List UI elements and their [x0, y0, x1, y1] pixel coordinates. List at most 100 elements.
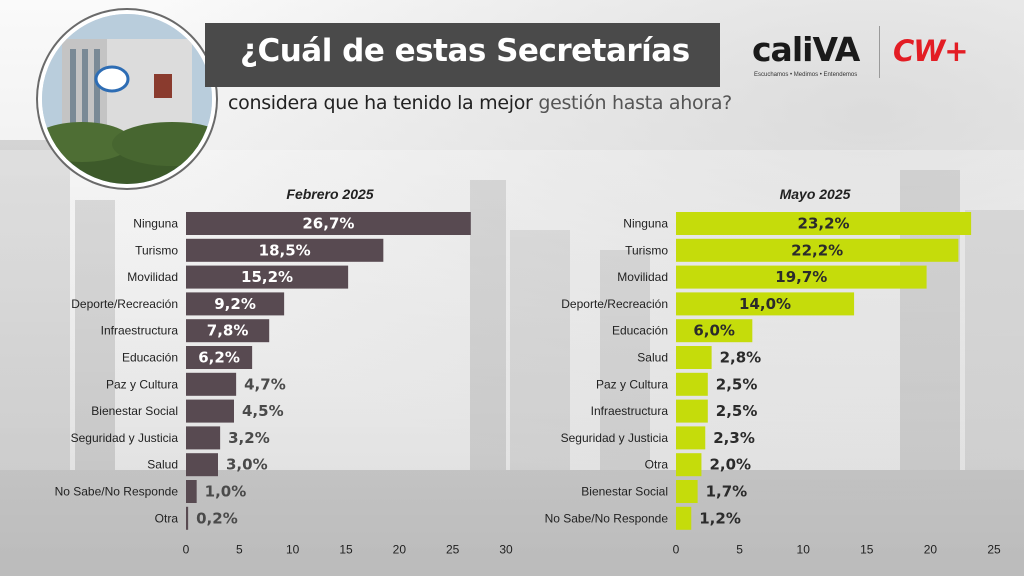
- may-value-label-11: 1,2%: [699, 509, 741, 527]
- may-bar-10: [676, 480, 698, 503]
- feb-x-tick-1: 5: [236, 543, 243, 557]
- subtitle-suffix: gestión hasta ahora?: [538, 92, 732, 114]
- building-photo: [38, 10, 216, 188]
- may-bar-6: [676, 372, 708, 396]
- may-x-tick-4: 20: [924, 543, 938, 557]
- feb-x-tick-2: 10: [286, 543, 300, 557]
- may-bar-2: [676, 265, 927, 289]
- feb-category-label-3: Deporte/Recreación: [71, 297, 178, 311]
- may-value-label-1: 22,2%: [791, 241, 843, 259]
- feb-value-label-6: 4,7%: [244, 375, 286, 393]
- may-bar-0: [676, 212, 972, 235]
- feb-value-label-0: 26,7%: [302, 215, 354, 233]
- may-value-label-0: 23,2%: [798, 215, 850, 233]
- feb-category-label-8: Seguridad y Justicia: [71, 431, 179, 445]
- may-value-label-2: 19,7%: [775, 268, 827, 286]
- may-bar-4: [676, 319, 753, 343]
- caliva-logo-tagline: Escuchamos • Medimos • Entendemos: [754, 72, 858, 78]
- may-x-tick-0: 0: [673, 543, 680, 557]
- may-category-label-9: Otra: [645, 458, 669, 472]
- feb-category-label-10: No Sabe/No Responde: [55, 485, 179, 499]
- may-value-label-10: 1,7%: [706, 483, 748, 501]
- feb-category-label-2: Movilidad: [127, 270, 178, 284]
- feb-x-tick-4: 20: [393, 543, 407, 557]
- may-bar-11: [676, 506, 692, 530]
- may-bar-8: [676, 426, 706, 450]
- feb-category-label-11: Otra: [155, 511, 179, 525]
- chart-title-mayo: Mayo 2025: [779, 186, 851, 202]
- feb-x-tick-3: 15: [339, 543, 353, 557]
- feb-x-tick-6: 30: [499, 543, 513, 557]
- caliva-logo: caliVA Escuchamos • Medimos • Entendemos: [752, 30, 868, 82]
- feb-value-label-1: 18,5%: [259, 241, 311, 259]
- feb-value-label-4: 7,8%: [207, 322, 249, 340]
- may-category-label-3: Deporte/Recreación: [561, 297, 668, 311]
- may-value-label-3: 14,0%: [739, 295, 791, 313]
- feb-bar-10: [186, 480, 197, 503]
- may-category-label-6: Paz y Cultura: [596, 377, 668, 391]
- feb-category-label-4: Infraestructura: [101, 324, 179, 338]
- may-value-label-4: 6,0%: [693, 322, 735, 340]
- may-value-label-9: 2,0%: [709, 456, 751, 474]
- may-bar-5: [676, 346, 712, 369]
- may-x-tick-5: 25: [987, 543, 1001, 557]
- feb-bar-11: [186, 506, 189, 530]
- chart-title-febrero: Febrero 2025: [286, 186, 374, 202]
- feb-x-tick-0: 0: [183, 543, 190, 557]
- feb-value-label-2: 15,2%: [241, 268, 293, 286]
- may-category-label-1: Turismo: [625, 243, 668, 257]
- may-category-label-8: Seguridad y Justicia: [561, 431, 669, 445]
- feb-category-label-6: Paz y Cultura: [106, 377, 178, 391]
- may-value-label-5: 2,8%: [720, 349, 762, 367]
- feb-value-label-10: 1,0%: [205, 483, 247, 501]
- feb-bar-1: [186, 238, 384, 262]
- may-value-label-7: 2,5%: [716, 402, 758, 420]
- feb-bar-7: [186, 399, 234, 423]
- may-bar-9: [676, 453, 702, 477]
- may-bar-3: [676, 292, 855, 316]
- feb-value-label-8: 3,2%: [228, 429, 270, 447]
- feb-value-label-5: 6,2%: [198, 349, 240, 367]
- may-x-tick-3: 15: [860, 543, 874, 557]
- feb-bar-9: [186, 453, 218, 477]
- feb-value-label-9: 3,0%: [226, 456, 268, 474]
- may-category-label-7: Infraestructura: [591, 404, 669, 418]
- may-x-tick-1: 5: [736, 543, 743, 557]
- feb-bar-6: [186, 372, 237, 396]
- feb-bar-5: [186, 346, 253, 369]
- building-photo-illustration: [42, 14, 212, 184]
- subtitle-prefix: considera que ha tenido la mejor: [228, 92, 533, 114]
- feb-value-label-3: 9,2%: [214, 295, 256, 313]
- feb-value-label-11: 0,2%: [196, 509, 238, 527]
- cw-plus-logo: CW+: [893, 34, 969, 68]
- may-value-label-8: 2,3%: [713, 429, 755, 447]
- feb-category-label-5: Educación: [122, 351, 178, 365]
- feb-category-label-1: Turismo: [135, 243, 178, 257]
- feb-bar-8: [186, 426, 221, 450]
- feb-category-label-0: Ninguna: [133, 217, 178, 231]
- caliva-logo-word: caliVA: [752, 30, 860, 69]
- page-title: ¿Cuál de estas Secretarías: [240, 33, 690, 69]
- may-bar-7: [676, 399, 708, 423]
- page-subtitle: considera que ha tenido la mejor gestión…: [228, 92, 732, 114]
- may-category-label-10: Bienestar Social: [581, 485, 668, 499]
- may-category-label-5: Salud: [637, 351, 668, 365]
- may-bar-1: [676, 238, 959, 262]
- may-category-label-11: No Sabe/No Responde: [545, 511, 669, 525]
- logo-divider: [879, 26, 880, 78]
- feb-bar-0: [186, 212, 471, 235]
- may-category-label-0: Ninguna: [623, 217, 668, 231]
- may-x-tick-2: 10: [797, 543, 811, 557]
- feb-bar-2: [186, 265, 349, 289]
- title-band: [205, 23, 720, 87]
- feb-bar-3: [186, 292, 285, 316]
- feb-category-label-7: Bienestar Social: [91, 404, 178, 418]
- may-value-label-6: 2,5%: [716, 375, 758, 393]
- feb-value-label-7: 4,5%: [242, 402, 284, 420]
- feb-category-label-9: Salud: [147, 458, 178, 472]
- feb-bar-4: [186, 319, 270, 343]
- may-category-label-4: Educación: [612, 324, 668, 338]
- feb-x-tick-5: 25: [446, 543, 460, 557]
